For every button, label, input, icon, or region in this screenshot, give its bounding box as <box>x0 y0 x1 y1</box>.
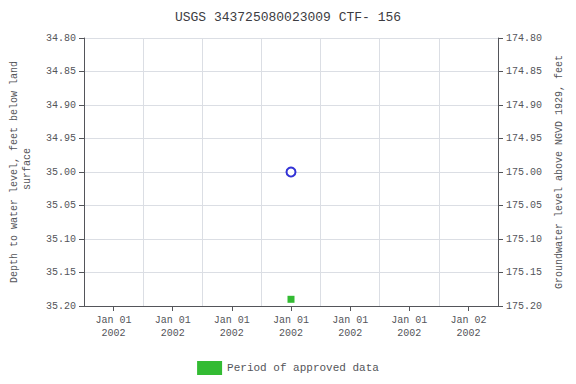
svg-text:175.15: 175.15 <box>506 267 542 278</box>
svg-text:2002: 2002 <box>161 328 185 339</box>
svg-text:Jan 01: Jan 01 <box>155 315 191 326</box>
svg-text:Jan 01: Jan 01 <box>332 315 368 326</box>
svg-text:Jan 01: Jan 01 <box>273 315 309 326</box>
svg-text:34.90: 34.90 <box>46 100 76 111</box>
svg-text:175.00: 175.00 <box>506 167 542 178</box>
svg-text:35.00: 35.00 <box>46 167 76 178</box>
svg-text:Jan 01: Jan 01 <box>96 315 132 326</box>
svg-text:Jan 01: Jan 01 <box>214 315 250 326</box>
svg-text:Groundwater level above NGVD 1: Groundwater level above NGVD 1929, feet <box>554 55 565 289</box>
svg-text:175.10: 175.10 <box>506 234 542 245</box>
svg-text:35.05: 35.05 <box>46 200 76 211</box>
svg-text:35.10: 35.10 <box>46 234 76 245</box>
svg-text:2002: 2002 <box>338 328 362 339</box>
svg-text:174.85: 174.85 <box>506 66 542 77</box>
svg-text:2002: 2002 <box>220 328 244 339</box>
svg-text:35.20: 35.20 <box>46 301 76 312</box>
svg-text:Jan 02: Jan 02 <box>450 315 486 326</box>
svg-text:Depth to water level, feet bel: Depth to water level, feet below land <box>9 61 20 283</box>
svg-text:175.20: 175.20 <box>506 301 542 312</box>
svg-text:Period of approved data: Period of approved data <box>227 362 379 374</box>
svg-text:174.80: 174.80 <box>506 33 542 44</box>
svg-text:surface: surface <box>22 148 33 196</box>
svg-text:USGS 343725080023009 CTF- 156: USGS 343725080023009 CTF- 156 <box>175 10 401 25</box>
svg-text:174.95: 174.95 <box>506 133 542 144</box>
svg-text:2002: 2002 <box>456 328 480 339</box>
svg-text:175.05: 175.05 <box>506 200 542 211</box>
svg-text:Jan 01: Jan 01 <box>391 315 427 326</box>
svg-text:34.85: 34.85 <box>46 66 76 77</box>
svg-text:174.90: 174.90 <box>506 100 542 111</box>
svg-text:2002: 2002 <box>397 328 421 339</box>
svg-text:35.15: 35.15 <box>46 267 76 278</box>
svg-text:2002: 2002 <box>102 328 126 339</box>
svg-text:34.95: 34.95 <box>46 133 76 144</box>
svg-text:2002: 2002 <box>279 328 303 339</box>
svg-text:34.80: 34.80 <box>46 33 76 44</box>
